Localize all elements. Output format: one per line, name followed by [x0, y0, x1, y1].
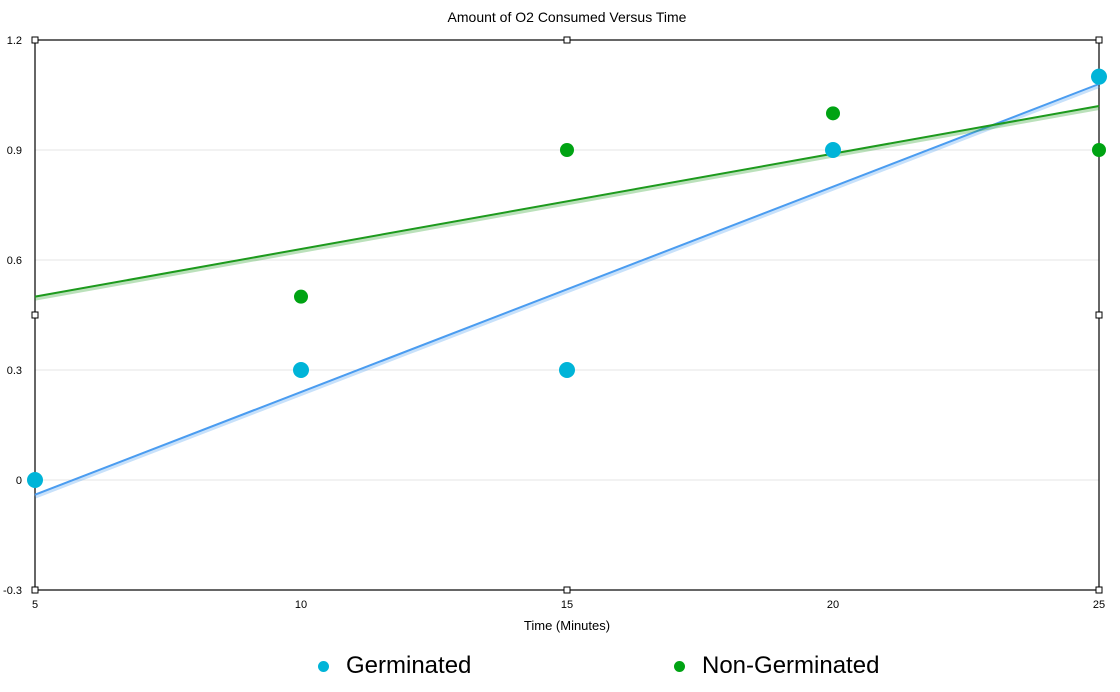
y-tick-label: 0 [16, 475, 22, 487]
y-tick-label: 1.2 [7, 35, 22, 47]
selection-handle [31, 586, 39, 594]
trendline-glow [34, 84, 1100, 499]
selection-handle [31, 36, 39, 44]
y-tick-label: -0.3 [3, 585, 22, 597]
trendline-1 [34, 105, 1100, 298]
selection-handle [31, 311, 39, 319]
trendline-glow [34, 106, 1100, 301]
data-point [826, 106, 840, 121]
data-point [294, 289, 308, 304]
gridlines [35, 149, 1099, 481]
trendline-0 [34, 83, 1100, 496]
trendlines [34, 83, 1100, 499]
legend-label-germinated: Germinated [346, 652, 472, 679]
data-point [559, 362, 575, 378]
x-tick-label: 10 [295, 599, 307, 611]
legend-marker-non-germinated [674, 660, 685, 672]
y-tick-label: 0.6 [7, 255, 22, 267]
legend-label-non-germinated: Non-Germinated [702, 652, 880, 679]
data-point [1091, 68, 1107, 85]
data-point [825, 142, 841, 158]
x-tick-label: 5 [32, 599, 38, 611]
selection-handle [1095, 311, 1103, 319]
selection-handle [1095, 586, 1103, 594]
y-tick-label: 0.3 [7, 365, 22, 377]
data-point [560, 143, 574, 157]
x-axis-label: Time (Minutes) [523, 618, 611, 633]
selection-handles [31, 36, 1103, 594]
legend-item-non-germinated: Non-Germinated [674, 648, 879, 684]
selection-handle [1095, 36, 1103, 44]
legend-marker-germinated [318, 660, 329, 672]
legend: Germinated Non-Germinated [0, 648, 1120, 684]
selection-handle [563, 36, 571, 44]
x-tick-label: 20 [827, 599, 839, 611]
plot-frame [34, 39, 1100, 591]
legend-item-germinated: Germinated [318, 648, 471, 684]
data-point [293, 362, 309, 378]
chart-title: Amount of O2 Consumed Versus Time [447, 9, 687, 25]
y-tick-label: 0.9 [7, 145, 22, 157]
data-point [1092, 143, 1106, 157]
x-tick-labels: 5 10 15 20 25 [32, 599, 1105, 611]
x-tick-label: 25 [1093, 599, 1105, 611]
selection-handle [563, 586, 571, 594]
data-point [27, 472, 43, 488]
data-points [27, 68, 1107, 488]
y-tick-labels: 1.2 0.9 0.6 0.3 0 -0.3 [3, 35, 22, 597]
x-tick-label: 15 [561, 599, 573, 611]
